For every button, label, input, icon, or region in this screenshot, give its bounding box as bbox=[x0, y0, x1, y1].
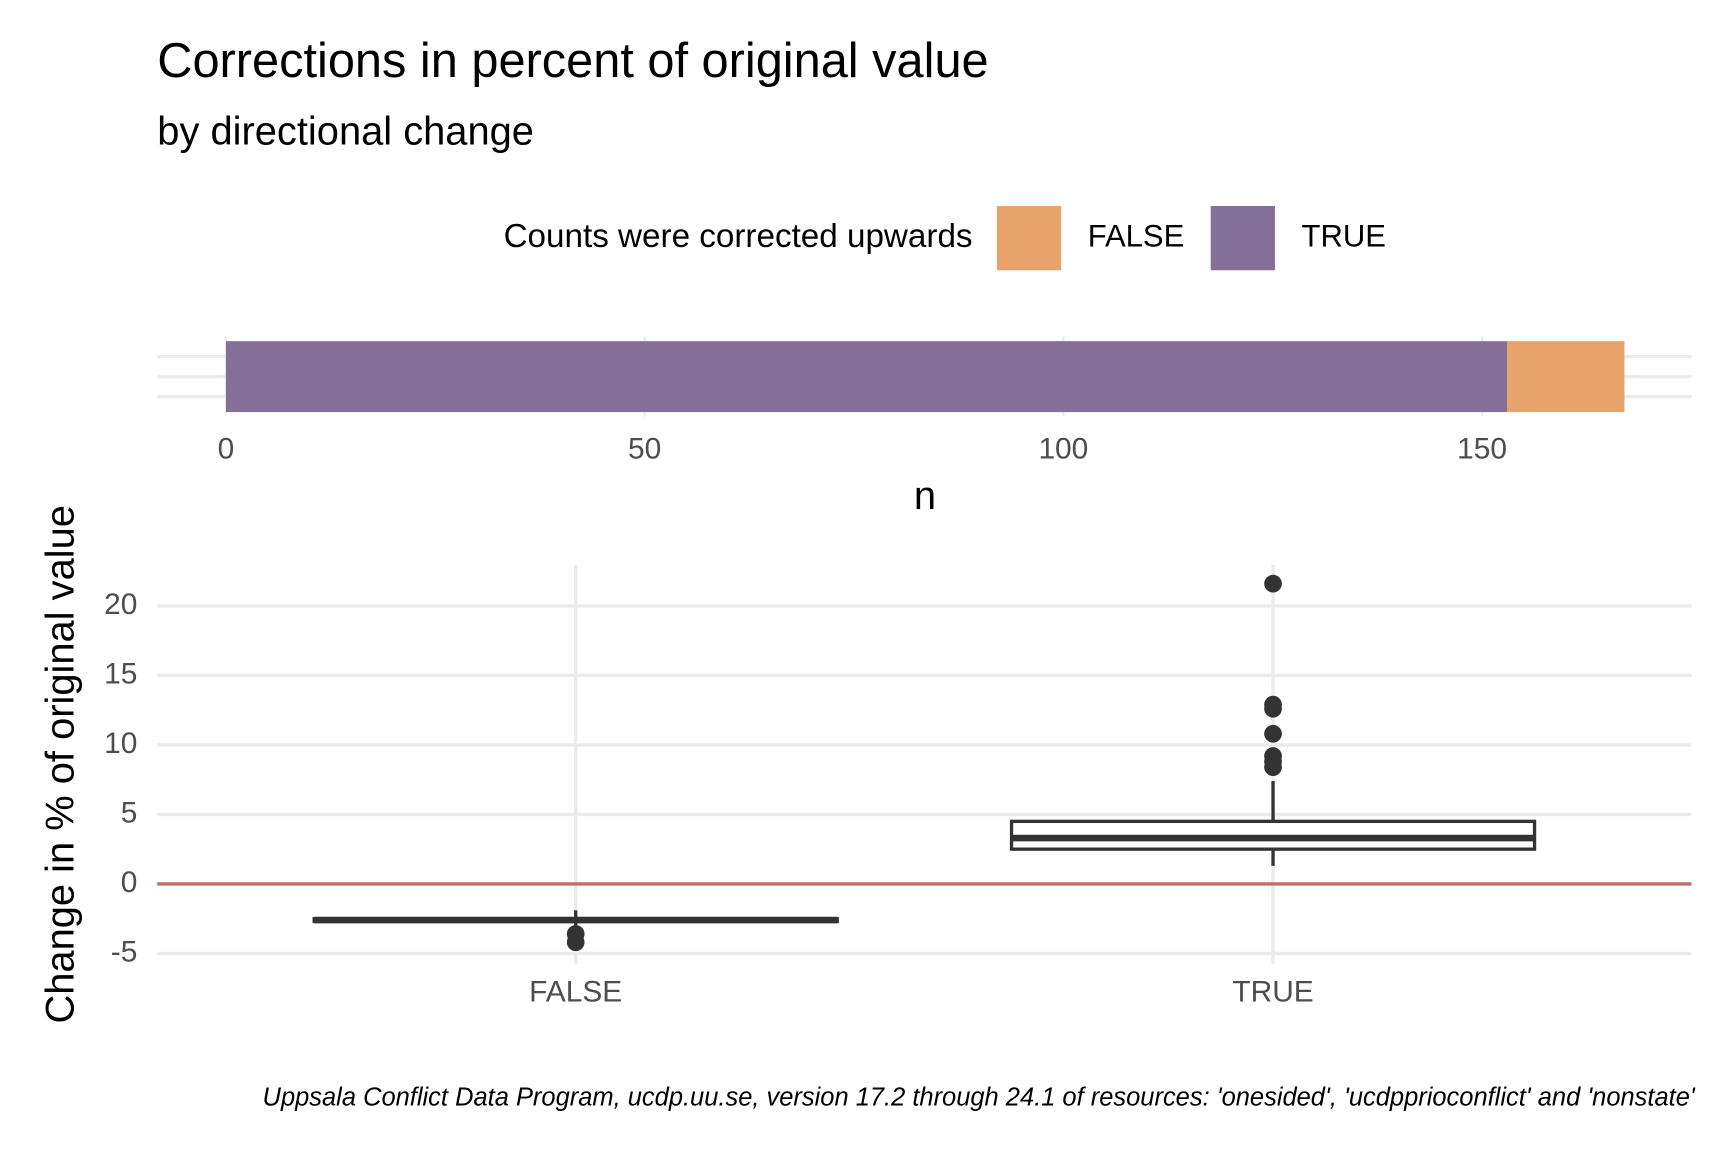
outlier bbox=[1264, 699, 1282, 718]
y-tick-label: 15 bbox=[104, 657, 137, 690]
x-tick-label: TRUE bbox=[1232, 975, 1313, 1008]
caption: Uppsala Conflict Data Program, ucdp.uu.s… bbox=[263, 1084, 1696, 1112]
x-tick-label: 100 bbox=[1038, 433, 1088, 466]
outlier bbox=[1264, 724, 1282, 743]
legend-label: TRUE bbox=[1302, 218, 1386, 253]
outlier bbox=[566, 933, 585, 952]
chart-title: Corrections in percent of original value bbox=[157, 34, 988, 88]
legend-swatch bbox=[1210, 206, 1275, 271]
x-tick-label: FALSE bbox=[529, 975, 622, 1008]
y-tick-label: 20 bbox=[104, 588, 137, 621]
legend-title: Counts were corrected upwards bbox=[504, 218, 973, 255]
outlier bbox=[1264, 758, 1282, 777]
x-tick-label: 50 bbox=[628, 433, 661, 466]
bar-segment bbox=[225, 341, 1508, 413]
y-axis-label: Change in % of original value bbox=[39, 505, 83, 1024]
chart-subtitle: by directional change bbox=[157, 110, 534, 154]
x-axis-label: n bbox=[914, 474, 936, 518]
x-tick-label: 150 bbox=[1457, 433, 1507, 466]
y-tick-label: -5 bbox=[111, 935, 138, 968]
y-tick-label: 0 bbox=[121, 866, 138, 899]
legend-label: FALSE bbox=[1088, 218, 1184, 253]
y-tick-label: 10 bbox=[104, 727, 137, 760]
legend-swatch bbox=[996, 206, 1062, 271]
x-tick-label: 0 bbox=[218, 433, 235, 466]
y-tick-label: 5 bbox=[121, 796, 138, 829]
outlier bbox=[1264, 574, 1282, 593]
bar-segment bbox=[1507, 341, 1625, 413]
